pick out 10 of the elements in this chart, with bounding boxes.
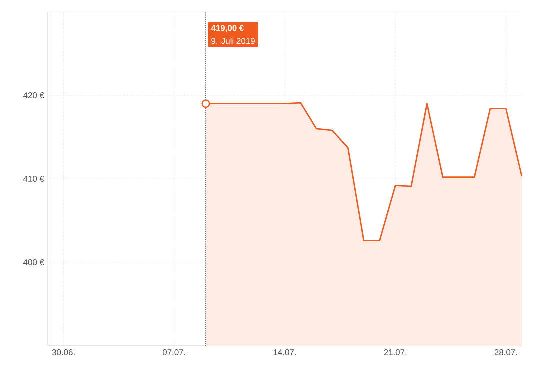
x-tick-label: 14.07. xyxy=(274,350,296,356)
annotation: 9. Juli 2019 xyxy=(212,38,255,44)
annotation: 419,00 € xyxy=(211,25,244,32)
y-tick-label: 400 € xyxy=(23,260,44,266)
x-tick-label: 21.07. xyxy=(384,350,407,356)
x-tick-label: 07.07. xyxy=(162,350,186,356)
x-tick-label: 30.06. xyxy=(52,350,75,356)
y-tick-label: 420 € xyxy=(23,92,44,98)
y-tick-label: 410 € xyxy=(23,176,44,182)
x-tick-label: 28.07. xyxy=(494,350,518,356)
